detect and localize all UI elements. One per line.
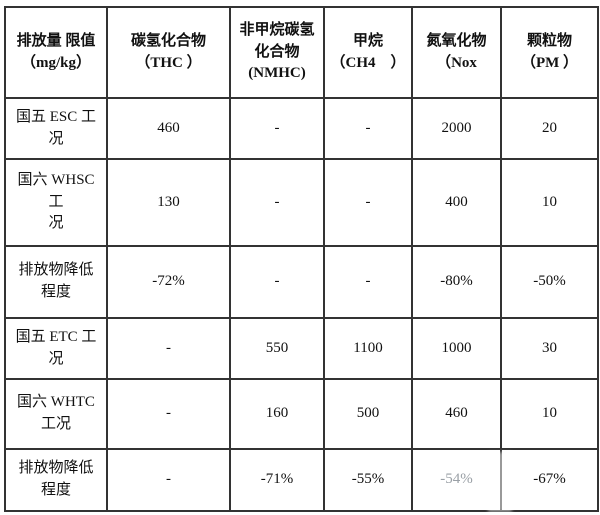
value-cell: - — [229, 158, 325, 247]
value-cell: 1100 — [323, 317, 413, 380]
value-cell: - — [106, 448, 231, 512]
value-cell: 10 — [500, 378, 599, 450]
value-cell: -54% — [411, 448, 502, 512]
value-cell: 550 — [229, 317, 325, 380]
value-cell: 460 — [106, 97, 231, 160]
row-label-cell: 排放物降低 程度 — [4, 245, 108, 319]
table-row: 国六 WHTC 工况 - 160 500 460 10 — [4, 378, 599, 450]
row-label-cell: 国六 WHSC 工 况 — [4, 158, 108, 247]
value-cell: -71% — [229, 448, 325, 512]
value-cell: -80% — [411, 245, 502, 319]
value-cell: - — [323, 97, 413, 160]
value-cell: 20 — [500, 97, 599, 160]
value-cell: - — [229, 97, 325, 160]
header-cell-nmhc: 非甲烷碳氢 化合物 (NMHC) — [229, 6, 325, 99]
row-label-cell: 排放物降低 程度 — [4, 448, 108, 512]
value-cell: 160 — [229, 378, 325, 450]
header-row: 排放量 限值 （mg/kg） 碳氢化合物 （THC ） 非甲烷碳氢 化合物 (N… — [4, 6, 599, 99]
value-cell: 10 — [500, 158, 599, 247]
value-cell: - — [106, 378, 231, 450]
header-cell-ch4: 甲烷 （CH4 ） — [323, 6, 413, 99]
value-cell: -72% — [106, 245, 231, 319]
value-cell: -55% — [323, 448, 413, 512]
value-cell: - — [323, 158, 413, 247]
value-cell: 130 — [106, 158, 231, 247]
value-cell: -50% — [500, 245, 599, 319]
value-cell: 2000 — [411, 97, 502, 160]
table-row: 排放物降低 程度 - -71% -55% -54% -67% — [4, 448, 599, 512]
value-cell: -67% — [500, 448, 599, 512]
header-cell-pm: 颗粒物 （PM ） — [500, 6, 599, 99]
emission-limits-table: 排放量 限值 （mg/kg） 碳氢化合物 （THC ） 非甲烷碳氢 化合物 (N… — [4, 6, 599, 512]
value-cell: 500 — [323, 378, 413, 450]
row-label-cell: 国六 WHTC 工况 — [4, 378, 108, 450]
value-cell: 30 — [500, 317, 599, 380]
row-label-cell: 国五 ESC 工 况 — [4, 97, 108, 160]
value-cell: 1000 — [411, 317, 502, 380]
header-cell-nox: 氮氧化物 （Nox — [411, 6, 502, 99]
header-cell-limit-type: 排放量 限值 （mg/kg） — [4, 6, 108, 99]
table-row: 国六 WHSC 工 况 130 - - 400 10 — [4, 158, 599, 247]
header-cell-thc: 碳氢化合物 （THC ） — [106, 6, 231, 99]
table-row: 排放物降低 程度 -72% - - -80% -50% — [4, 245, 599, 319]
value-cell: 400 — [411, 158, 502, 247]
table-row: 国五 ETC 工 况 - 550 1100 1000 30 — [4, 317, 599, 380]
row-label-cell: 国五 ETC 工 况 — [4, 317, 108, 380]
value-cell: - — [106, 317, 231, 380]
table-row: 国五 ESC 工 况 460 - - 2000 20 — [4, 97, 599, 160]
value-cell: 460 — [411, 378, 502, 450]
value-cell: - — [323, 245, 413, 319]
value-cell: - — [229, 245, 325, 319]
